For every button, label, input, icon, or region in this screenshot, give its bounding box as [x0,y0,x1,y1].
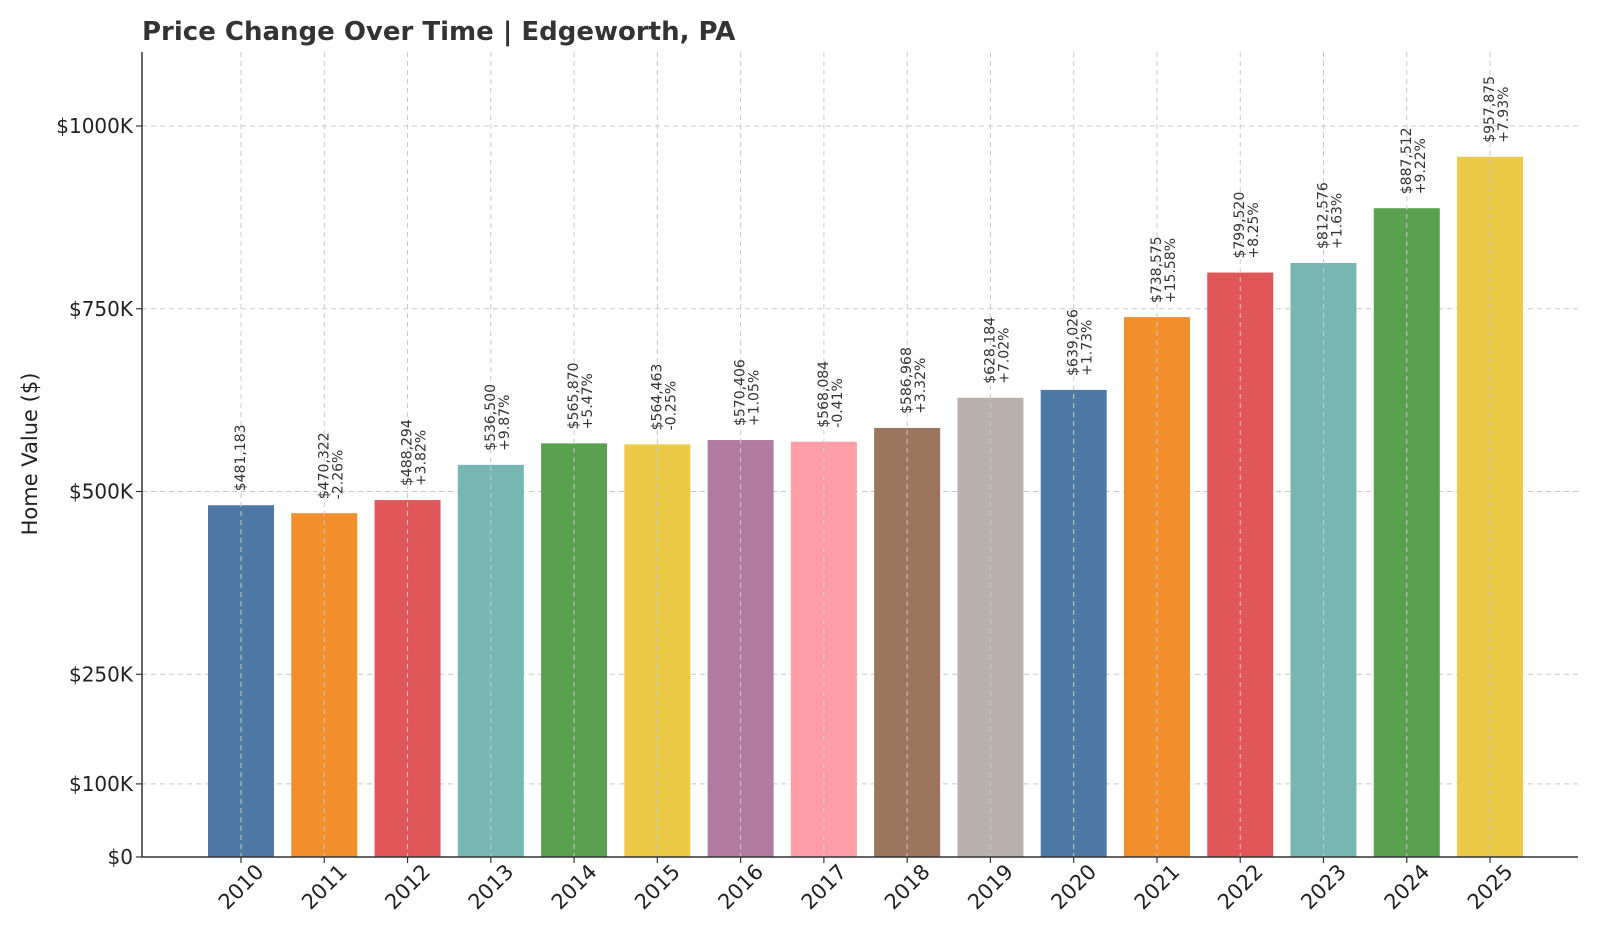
bar-2019 [957,397,1024,857]
y-tick-label: $500K [69,480,134,504]
x-tick-label: 2017 [797,860,852,915]
value-label: $738,575 [1149,236,1165,303]
change-label: +1.05% [747,370,763,426]
x-tick-label: 2023 [1296,860,1351,915]
x-tick-label: 2025 [1463,860,1518,915]
value-label: $799,520 [1232,192,1248,259]
change-label: +3.82% [414,430,430,486]
bar-2010 [208,505,274,857]
y-tick-label: $0 [108,845,133,869]
y-tick-label: $250K [69,662,134,686]
change-label: +1.63% [1330,193,1346,249]
axis-layer [141,52,1578,858]
value-label: $628,184 [982,317,998,384]
change-label: +9.87% [497,395,513,451]
change-label: -2.26% [330,450,346,500]
change-label: +1.73% [1080,320,1096,376]
change-label: -0.25% [663,381,679,431]
value-label: $639,026 [1066,309,1082,376]
x-tick-label: 2015 [630,860,685,915]
value-label: $887,512 [1399,127,1415,194]
value-label: $536,500 [483,384,499,451]
change-label: +9.22% [1413,138,1429,194]
x-tick-label: 2022 [1213,860,1268,915]
x-tick-label: 2014 [547,860,602,915]
value-label: $568,084 [816,361,832,428]
x-tick-label: 2019 [963,860,1018,915]
change-label: +7.93% [1496,87,1512,143]
value-label: $470,322 [316,432,332,499]
change-label: +15.58% [1163,238,1179,303]
x-tick-label: 2021 [1130,860,1185,915]
y-tick-label: $750K [69,297,134,321]
data-labels-layer: $481,183 $470,322-2.26% $488,294+3.82% $536… [233,76,1512,499]
x-tick-label: 2013 [464,860,519,915]
bars-layer [208,52,1524,857]
x-tick-label: 2020 [1046,860,1101,915]
value-label: $957,875 [1482,76,1498,143]
value-label: $488,294 [400,419,416,486]
value-label: $570,406 [733,359,749,426]
value-label: $565,870 [566,363,582,430]
value-label: $481,183 [233,424,249,491]
y-tick-label: $1000K [56,114,134,138]
change-label: +3.32% [913,358,929,414]
x-tick-label: 2018 [880,860,935,915]
x-tick-label: 2024 [1380,860,1435,915]
change-label: +8.25% [1246,202,1262,258]
y-axis-label: Home Value ($) [18,373,42,536]
change-label: +7.02% [996,328,1012,384]
x-tick-label: 2011 [297,860,352,915]
value-label: $812,576 [1316,182,1332,249]
x-tick-label: 2010 [214,860,269,915]
x-tick-label: 2012 [380,860,435,915]
x-tick-label: 2016 [713,860,768,915]
change-label: +5.47% [580,373,596,429]
value-label: $564,463 [649,364,665,431]
grid-layer [142,125,1578,785]
chart-title: Price Change Over Time | Edgeworth, PA [142,17,735,47]
value-label: $586,968 [899,347,915,414]
y-tick-label: $100K [69,772,134,796]
change-label: -0.41% [830,378,846,428]
